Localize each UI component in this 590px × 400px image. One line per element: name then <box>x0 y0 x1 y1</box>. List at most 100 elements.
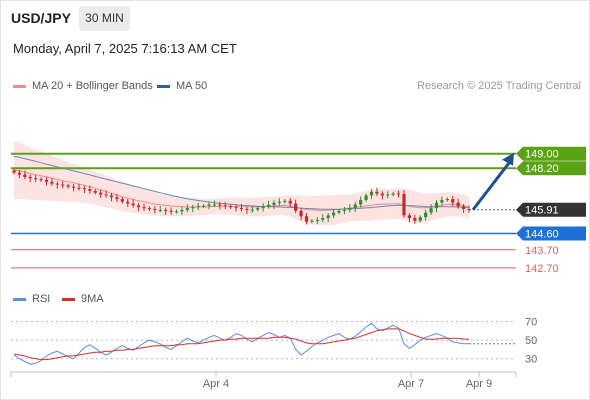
rsi-line <box>13 322 469 365</box>
candle-body <box>294 203 298 211</box>
candle-body <box>191 207 195 209</box>
candle-body <box>359 199 363 205</box>
candle-body <box>386 194 390 196</box>
timeframe-button[interactable]: 30 MIN <box>79 6 130 31</box>
candle-body <box>28 176 32 179</box>
candle-body <box>310 220 314 222</box>
candle-body <box>456 202 460 207</box>
legend-rsi-label: RSI <box>32 293 51 305</box>
candle-body <box>315 219 319 221</box>
candle-body <box>164 209 168 211</box>
candle-body <box>331 212 336 216</box>
candle-body <box>196 206 200 208</box>
candle-body <box>261 206 265 209</box>
candle-body <box>77 187 81 189</box>
candle-body <box>380 193 384 196</box>
candle-body <box>413 218 417 221</box>
candle-body <box>245 209 249 211</box>
forecast-arrow-line <box>471 160 512 211</box>
candle-body <box>391 193 395 195</box>
datetime-label: Monday, April 7, 2025 7:16:13 AM CET <box>13 41 237 56</box>
candle-body <box>109 195 114 198</box>
legend-ma20: MA 20 + Bollinger Bands <box>13 80 153 92</box>
level-tag-144.60 <box>516 226 586 241</box>
level-tag-148.20 <box>516 161 586 176</box>
candle-body <box>396 193 401 195</box>
candle-body <box>82 188 87 190</box>
candle-body <box>321 218 325 220</box>
legend-ma50-label: MA 50 <box>176 80 208 92</box>
level-tag-149.00 <box>516 146 586 161</box>
candle-body <box>277 201 282 203</box>
research-credit: Research © 2025 Trading Central <box>416 80 581 92</box>
ma9-swatch <box>62 297 75 301</box>
candle-body <box>131 203 135 206</box>
candle-body <box>364 195 368 200</box>
candle-body <box>342 209 347 211</box>
candle-body <box>34 178 38 180</box>
candle-body <box>223 205 227 207</box>
rsi-panel: 70 50 30 <box>11 316 537 366</box>
candle-body <box>55 183 59 185</box>
candle-body <box>88 189 92 191</box>
candle-body <box>256 208 260 210</box>
candle-body <box>407 215 412 219</box>
level-label-149.00: 149.00 <box>525 149 559 161</box>
candle-body <box>180 209 184 212</box>
level-label-142.70: 142.70 <box>525 263 559 275</box>
candle-body <box>337 210 341 213</box>
candle-body <box>93 190 97 193</box>
level-label-144.60: 144.60 <box>525 228 559 240</box>
candle-body <box>153 209 157 211</box>
candle-body <box>185 208 189 210</box>
candle-body <box>136 205 141 208</box>
candle-body <box>369 191 374 196</box>
candle-body <box>50 181 54 184</box>
time-tick-label: Apr 4 <box>203 378 229 390</box>
candle-body <box>304 216 309 222</box>
candle-body <box>12 170 16 173</box>
candle-body <box>17 172 22 175</box>
candle-body <box>288 200 292 204</box>
rsi-tick-70: 70 <box>525 316 537 328</box>
rsi-tick-50: 50 <box>525 335 537 347</box>
candle-body <box>250 209 254 211</box>
candle-body <box>174 211 179 213</box>
time-tick-label: Apr 7 <box>398 378 424 390</box>
candle-body <box>71 186 76 188</box>
candle-body <box>451 199 455 203</box>
price-panel: 149.00 148.20 144.60 143.70 142.70 145.91 <box>11 141 586 275</box>
candle-body <box>23 174 27 177</box>
candle-body <box>461 206 466 210</box>
candle-body <box>66 185 70 187</box>
candle-body <box>283 200 287 202</box>
candle-body <box>169 210 173 212</box>
symbol-title: USD/JPY <box>11 10 71 26</box>
current-price-label: 145.91 <box>525 205 559 217</box>
candle-body <box>418 217 422 221</box>
legend-ma50: MA 50 <box>157 80 207 92</box>
level-label-143.70: 143.70 <box>525 245 559 257</box>
candle-body <box>147 208 152 210</box>
legend-rsi: RSI <box>13 293 50 305</box>
candle-body <box>104 194 108 196</box>
candle-body <box>239 208 244 210</box>
candle-body <box>266 204 271 207</box>
current-price-tag <box>516 202 586 217</box>
candle-body <box>375 191 379 194</box>
ma50-swatch <box>157 84 170 88</box>
legend-9ma-label: 9MA <box>81 293 104 305</box>
candle-body <box>207 204 211 206</box>
legend-9ma: 9MA <box>62 293 104 305</box>
candle-body <box>440 199 444 203</box>
candle-body <box>126 201 130 204</box>
candle-body <box>326 215 330 219</box>
candle-body <box>353 204 357 209</box>
candle-body <box>229 206 233 208</box>
candle-body <box>424 212 428 218</box>
candle-body <box>348 208 352 210</box>
candle-body <box>429 208 433 213</box>
candle-body <box>142 207 146 209</box>
candle-body <box>39 179 43 181</box>
